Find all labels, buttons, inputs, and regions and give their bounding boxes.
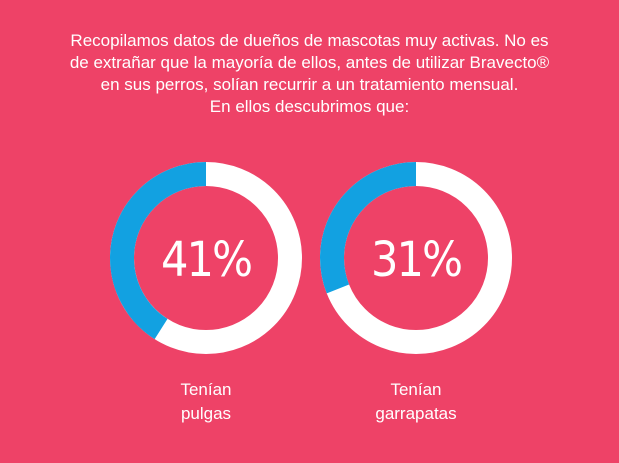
donut-chart-fleas: 41% xyxy=(108,160,304,356)
donut-fill-ticks xyxy=(320,162,512,354)
caption-fleas-line-1: Tenían xyxy=(180,380,232,399)
donut-chart-fleas-svg: 41% xyxy=(110,162,302,354)
intro-line-2: de extrañar que la mayoría de ellos, ant… xyxy=(69,53,550,72)
caption-fleas-line-2: pulgas xyxy=(180,404,232,423)
donut-fill-fleas xyxy=(110,162,302,354)
caption-fleas: Tenían pulgas xyxy=(106,378,306,426)
caption-ticks: Tenían garrapatas xyxy=(316,378,516,426)
intro-text: Recopilamos datos de dueños de mascotas … xyxy=(20,30,599,118)
intro-line-1: Recopilamos datos de dueños de mascotas … xyxy=(70,31,549,50)
caption-ticks-line-1: Tenían xyxy=(390,380,442,399)
donut-chart-ticks: 31% xyxy=(318,160,514,356)
caption-ticks-line-2: garrapatas xyxy=(375,404,457,423)
percent-label-ticks: 31% xyxy=(371,232,461,288)
donut-chart-ticks-svg: 31% xyxy=(320,162,512,354)
percent-label-fleas: 41% xyxy=(161,232,251,288)
intro-line-3: en sus perros, solían recurrir a un trat… xyxy=(100,75,519,94)
intro-line-4: En ellos descubrimos que: xyxy=(209,97,410,116)
